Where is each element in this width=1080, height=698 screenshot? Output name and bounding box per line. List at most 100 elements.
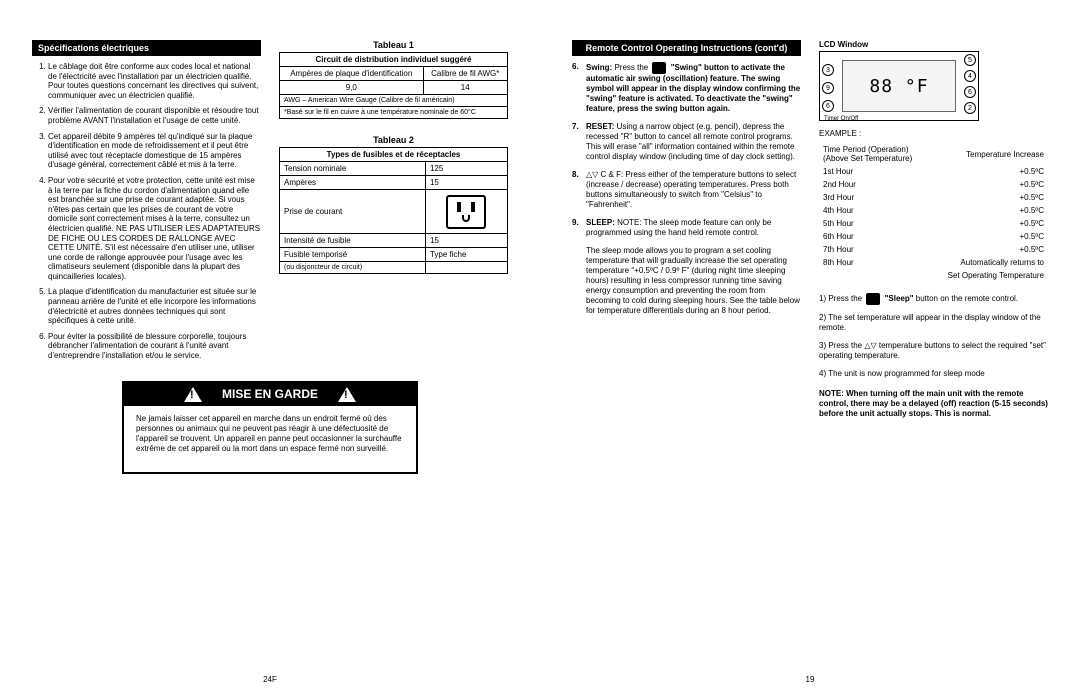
item-num: 9. [572,218,586,238]
spec-item: La plaque d'identification du manufactur… [48,287,261,325]
t2-cell: Tension nominale [280,162,426,176]
outlet-cell [425,190,507,234]
right-col1: Remote Control Operating Instructions (c… [572,40,801,419]
tableau1-col2: Calibre de fil AWG* [423,67,508,81]
t2-cell: 125 [425,162,507,176]
t2-cell: Type fiche [425,248,507,262]
item-text: △▽ C & F: Press either of the temperatur… [586,170,796,209]
t2-cell: Fusible temporisé [280,248,426,262]
remote-item: 8. △▽ C & F: Press either of the tempera… [572,170,801,210]
lcd-screen: 88 °F [842,60,956,112]
ex-cell: +0.5ºC [930,179,1046,190]
item-title: RESET: [586,122,614,131]
spec-list: Le câblage doit être conforme aux codes … [32,62,261,361]
spec-header: Spécifications électriques [32,40,261,56]
tableau1-note2: *Basé sur le fil en cuivre à une tempéra… [280,107,508,119]
remote-item: 9. SLEEP: NOTE: The sleep mode feature c… [572,218,801,238]
ex-cell: 3rd Hour [821,192,928,203]
ex-cell [821,270,928,281]
warning-title: MISE EN GARDE [222,387,318,401]
tableau1-val2: 14 [423,81,508,95]
callout-9: 9 [822,82,834,94]
t2-cell: (ou disjoncteur de circuit) [280,262,426,274]
ex-cell: 5th Hour [821,218,928,229]
left-col1: Spécifications électriques Le câblage do… [32,40,261,367]
callout-2: 2 [964,102,976,114]
ex-cell: +0.5ºC [930,231,1046,242]
tableau1-val1: 9,0 [280,81,424,95]
ex-cell: 2nd Hour [821,179,928,190]
lcd-diagram: 88 °F 3 9 6 5 4 6 2 Timer On/Off [819,51,979,121]
right-col2: LCD Window 88 °F 3 9 6 5 4 6 2 Timer On/… [819,40,1048,419]
item-num: 6. [572,62,586,114]
page-left: Spécifications électriques Le câblage do… [0,0,540,698]
ex-cell: +0.5ºC [930,244,1046,255]
tableau2-header: Types de fusibles et de réceptacles [280,148,508,162]
item-title: Swing: [586,63,612,72]
step: 3) Press the △▽ temperature buttons to s… [819,341,1048,361]
step: 4) The unit is now programmed for sleep … [819,369,1048,379]
spec-item: Vérifier l'alimentation de courant dispo… [48,106,261,125]
example-table: Time Period (Operation) (Above Set Tempe… [819,142,1048,283]
ex-cell: +0.5ºC [930,192,1046,203]
sleep-icon [866,293,880,305]
ex-cell: 4th Hour [821,205,928,216]
callout-3: 3 [822,64,834,76]
t2-cell: Intensité de fusible [280,234,426,248]
t2-cell: 15 [425,176,507,190]
step: 2) The set temperature will appear in th… [819,313,1048,333]
callout-6: 6 [822,100,834,112]
tableau2-title: Tableau 2 [279,135,508,145]
item-num: 8. [572,170,586,210]
remote-item: 6. Swing: Press the "Swing" button to ac… [572,62,801,114]
ex-cell: 6th Hour [821,231,928,242]
warning-triangle-icon [338,387,356,402]
item-num: 7. [572,122,586,162]
page-right: Remote Control Operating Instructions (c… [540,0,1080,698]
timer-label: Timer On/Off [824,116,858,122]
tableau1-header: Circuit de distribution individuel suggé… [280,53,508,67]
step: 1) Press the "Sleep" button on the remot… [819,293,1048,305]
callout-6b: 6 [964,86,976,98]
sleep-steps: 1) Press the "Sleep" button on the remot… [819,293,1048,379]
tableau1: Circuit de distribution individuel suggé… [279,52,508,119]
ex-cell: 8th Hour [821,257,928,268]
t2-cell: 15 [425,234,507,248]
tableau1-title: Tableau 1 [279,40,508,50]
remote-item: 7. RESET: Using a narrow object (e.g. pe… [572,122,801,162]
swing-icon [652,62,666,74]
remote-header: Remote Control Operating Instructions (c… [572,40,801,56]
outlet-icon [446,195,486,229]
warning-body: Ne jamais laisser cet appareil en marche… [124,406,416,462]
warning-header: MISE EN GARDE [124,383,416,406]
page-number-right: 19 [806,675,815,684]
note-paragraph: NOTE: When turning off the main unit wit… [819,389,1048,419]
ex-cell: 7th Hour [821,244,928,255]
ex-cell: +0.5ºC [930,166,1046,177]
lcd-label: LCD Window [819,40,1048,49]
t2-cell: Ampères [280,176,426,190]
ex-cell: Automatically returns to [930,257,1046,268]
callout-4: 4 [964,70,976,82]
spec-item: Le câblage doit être conforme aux codes … [48,62,261,100]
t2-cell: Prise de courant [280,190,426,234]
spec-item: Pour éviter la possibilité de blessure c… [48,332,261,361]
tableau1-col1: Ampères de plaque d'identification [280,67,424,81]
ex-cell: +0.5ºC [930,218,1046,229]
item-text: Press the [612,63,650,72]
tableau2: Types de fusibles et de réceptacles Tens… [279,147,508,274]
page-number-left: 24F [263,675,277,684]
remote-list: 6. Swing: Press the "Swing" button to ac… [572,62,801,238]
item-title: SLEEP: [586,218,615,227]
example-head2: Temperature Increase [930,144,1046,164]
tableau1-note1: AWG – American Wire Gauge (Calibre de fi… [280,95,508,107]
warning-box: MISE EN GARDE Ne jamais laisser cet appa… [122,381,418,474]
t2-cell [425,262,507,274]
warning-triangle-icon [184,387,202,402]
item-text: Using a narrow object (e.g. pencil), dep… [586,122,795,161]
sleep-paragraph: The sleep mode allows you to program a s… [586,246,801,316]
spec-item: Pour votre sécurité et votre protection,… [48,176,261,282]
example-head1: Time Period (Operation) (Above Set Tempe… [821,144,928,164]
ex-cell: Set Operating Temperature [930,270,1046,281]
ex-cell: 1st Hour [821,166,928,177]
